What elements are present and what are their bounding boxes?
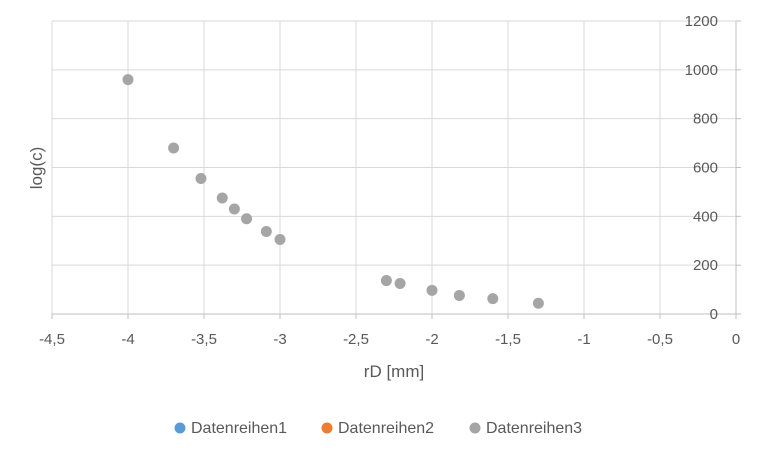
x-tick-label: -2 <box>425 331 438 348</box>
x-tick-label: -1,5 <box>495 331 521 348</box>
x-tick-label: -2,5 <box>343 331 369 348</box>
y-tick-label: 1000 <box>685 62 718 79</box>
data-point <box>274 234 286 246</box>
y-tick-label: 0 <box>710 306 718 323</box>
x-tick-label: -1 <box>577 331 590 348</box>
axes <box>51 20 741 319</box>
data-point <box>216 192 228 204</box>
data-point <box>380 275 392 287</box>
x-tick-label: -4 <box>121 331 134 348</box>
legend-label: Datenreihen2 <box>338 420 434 437</box>
data-point <box>453 289 465 301</box>
x-tick-label: -3 <box>273 331 286 348</box>
y-tick-label: 1200 <box>685 13 718 30</box>
gridlines <box>51 20 736 314</box>
data-point <box>195 172 207 184</box>
data-point <box>122 74 134 86</box>
legend: Datenreihen1 Datenreihen2 Datenreihen3 <box>174 420 582 437</box>
legend-marker <box>321 422 333 434</box>
x-tick-label: -0,5 <box>647 331 673 348</box>
y-tick-label: 800 <box>693 111 718 128</box>
y-tick-label: 200 <box>693 257 718 274</box>
data-point <box>228 203 240 215</box>
x-tick-label: -3,5 <box>191 331 217 348</box>
data-points <box>122 74 544 309</box>
data-point <box>426 284 438 296</box>
x-tick-label: 0 <box>732 331 740 348</box>
x-axis-title: rD [mm] <box>364 362 424 381</box>
data-point <box>260 225 272 237</box>
legend-label: Datenreihen1 <box>191 420 287 437</box>
data-point <box>241 213 253 225</box>
y-tick-label: 600 <box>693 160 718 177</box>
y-tick-label: 400 <box>693 208 718 225</box>
data-point <box>487 293 499 305</box>
data-point <box>168 142 180 154</box>
legend-marker <box>469 422 481 434</box>
x-tick-label: -4,5 <box>39 331 65 348</box>
data-point <box>532 297 544 309</box>
y-axis-title: log(c) <box>27 147 46 190</box>
tick-labels: -4,5 -4 -3,5 -3 -2,5 -2 -1,5 -1 -0,5 00 200 400 600 8… <box>39 13 740 348</box>
legend-label: Datenreihen3 <box>486 420 582 437</box>
legend-marker <box>174 422 186 434</box>
data-point <box>394 277 406 289</box>
